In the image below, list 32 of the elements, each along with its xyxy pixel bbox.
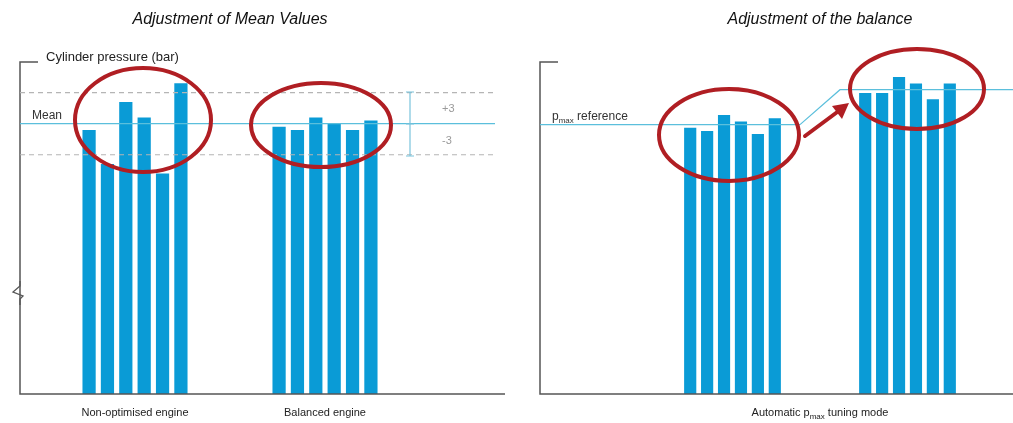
x-tick-label: Balanced engine [284, 406, 366, 418]
x-tick-label: Non-optimised engine [81, 406, 189, 418]
bar [892, 77, 906, 394]
ref-line-label: Mean [32, 107, 63, 122]
annotation: +3 [442, 101, 455, 114]
chart-title: Adjustment of Mean Values [131, 10, 328, 27]
bar [137, 117, 151, 394]
bar [926, 99, 939, 394]
bar [174, 83, 188, 394]
bar [327, 123, 341, 394]
bar [100, 164, 115, 394]
bar [82, 129, 96, 394]
bar [272, 126, 286, 394]
bar [290, 129, 305, 394]
bar [751, 134, 764, 394]
bar [701, 130, 714, 394]
annotation: -3 [442, 133, 452, 146]
bar [876, 92, 889, 394]
bar [309, 117, 323, 394]
bar [119, 101, 133, 394]
bar [909, 83, 923, 394]
bar [684, 127, 697, 394]
chart-title: Adjustment of the balance [726, 10, 913, 27]
bar [364, 120, 378, 394]
bar [859, 92, 872, 394]
bar [768, 118, 781, 394]
bar [734, 121, 748, 394]
bar [717, 115, 731, 394]
bar [155, 173, 170, 394]
y-axis-title: Cylinder pressure (bar) [46, 49, 179, 64]
bar [345, 129, 360, 394]
bar [943, 83, 956, 394]
